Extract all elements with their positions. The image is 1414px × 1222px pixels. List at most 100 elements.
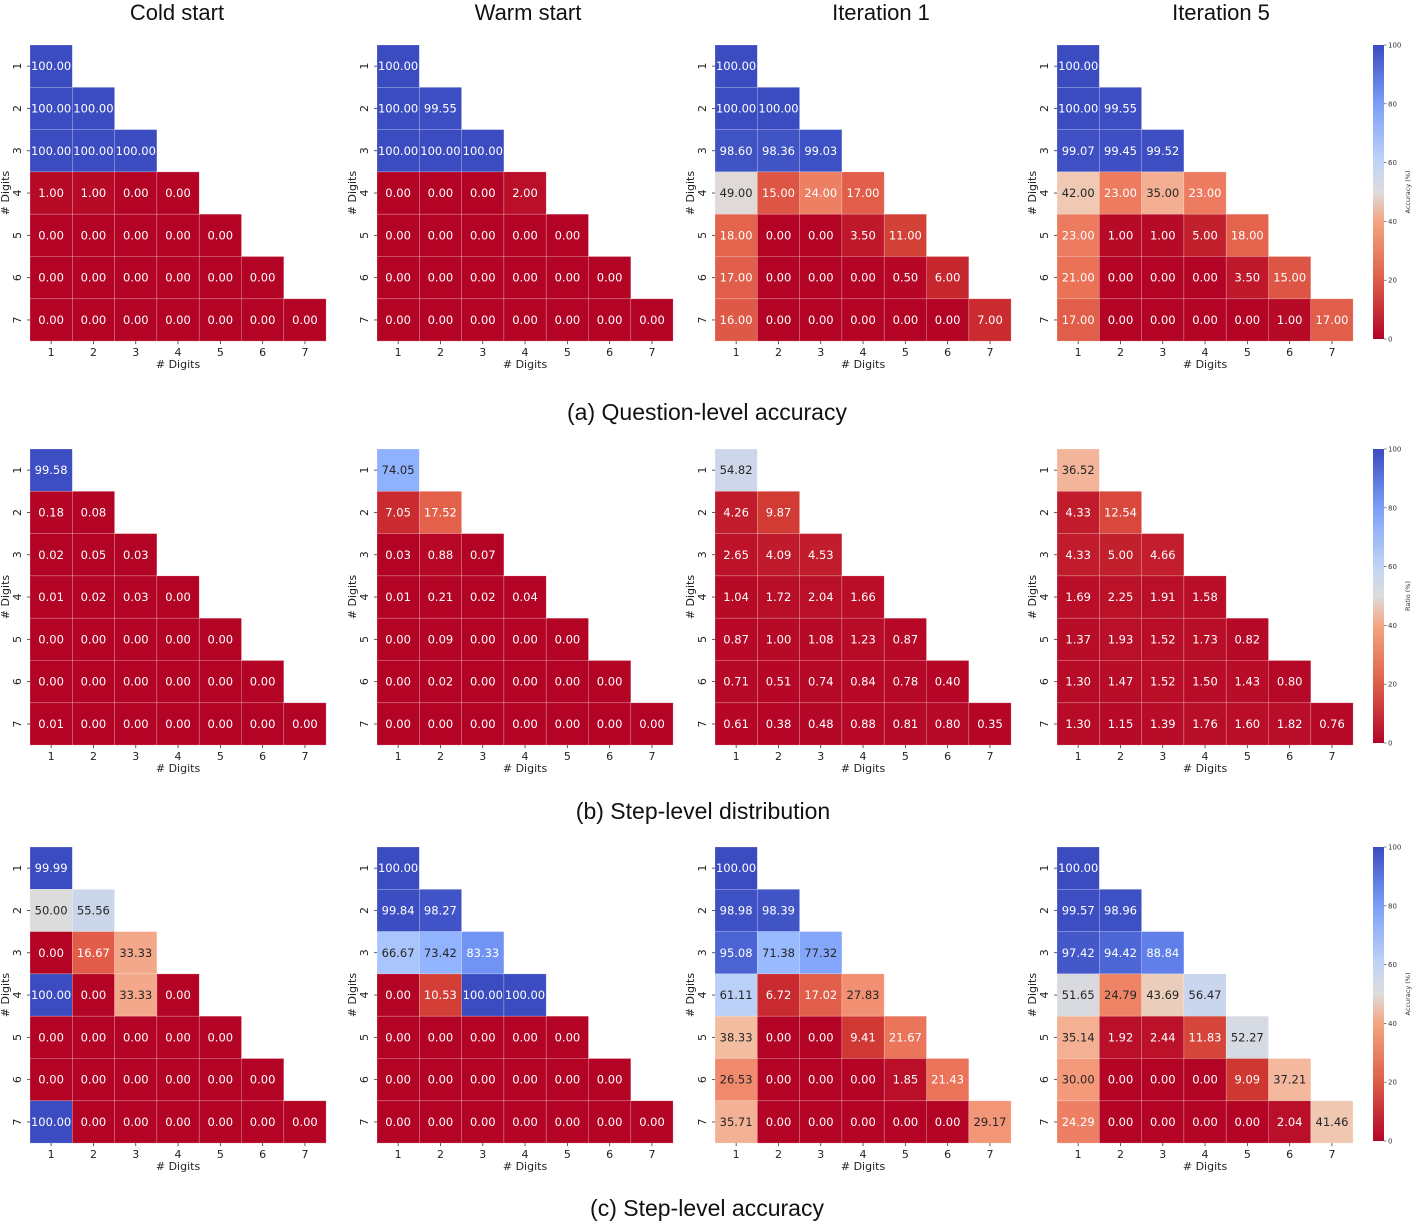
cell-value-label: 100.00 xyxy=(31,1115,71,1129)
heatmap-cell xyxy=(883,256,927,300)
y-axis-label: # Digits xyxy=(684,171,697,216)
heatmap-cell xyxy=(72,87,115,130)
x-tick-label: 7 xyxy=(648,346,655,359)
cell-value-label: 0.00 xyxy=(38,271,64,285)
cell-value-label: 0.00 xyxy=(385,1030,411,1044)
y-tick-label: 4 xyxy=(11,594,24,601)
x-tick-label: 1 xyxy=(395,1148,402,1161)
heatmap-cell xyxy=(588,256,632,300)
cell-value-label: 1.30 xyxy=(1065,717,1091,731)
cell-value-label: 0.00 xyxy=(165,186,191,200)
heatmap-cell xyxy=(29,448,73,492)
cell-value-label: 0.00 xyxy=(555,1115,581,1129)
y-tick-label: 3 xyxy=(11,551,24,558)
cell-value-label: 0.00 xyxy=(808,1115,834,1129)
y-tick-label: 3 xyxy=(696,147,709,154)
cell-value-label: 17.00 xyxy=(847,186,880,200)
cell-value-label: 0.00 xyxy=(512,228,538,242)
cell-value-label: 0.00 xyxy=(38,313,64,327)
y-tick-label: 4 xyxy=(1038,594,1051,601)
colorbar-0: 0 20 40 60 80 100 Accuracy (%) xyxy=(1373,42,1412,344)
cell-value-label: 21.00 xyxy=(1062,271,1095,285)
panel-2-2: 100.00 98.98 98.39 95.08 71.38 77.32 61.11 6.72… xyxy=(684,846,1012,1173)
cell-value-label: 7.00 xyxy=(977,313,1003,327)
y-tick-label: 2 xyxy=(1038,105,1051,112)
heatmap-cell xyxy=(968,702,1012,746)
colorbar-tick-label: 80 xyxy=(1388,504,1397,512)
heatmap-cell xyxy=(1141,256,1185,300)
heatmap-cell xyxy=(588,702,632,746)
colorbar-tick-label: 0 xyxy=(1388,1138,1392,1146)
colorbar-tick-label: 80 xyxy=(1388,100,1397,108)
heatmap-cell xyxy=(1183,171,1227,215)
cell-value-label: 0.00 xyxy=(512,313,538,327)
heatmap-cell xyxy=(799,213,843,257)
heatmap-cell xyxy=(156,575,200,619)
cell-value-label: 6.72 xyxy=(766,988,792,1002)
cell-value-label: 1.39 xyxy=(1150,717,1176,731)
cell-value-label: 94.42 xyxy=(1104,946,1137,960)
y-tick-label: 7 xyxy=(1038,720,1051,727)
cell-value-label: 2.25 xyxy=(1108,590,1134,604)
heatmap-cell xyxy=(376,660,420,704)
cell-value-label: 0.87 xyxy=(723,632,749,646)
cell-value-label: 0.00 xyxy=(81,1115,107,1129)
cell-value-label: 0.00 xyxy=(123,1030,149,1044)
heatmap-cell xyxy=(1225,660,1269,704)
heatmap-cell xyxy=(29,87,73,130)
heatmap-cell xyxy=(198,256,242,300)
heatmap-cell xyxy=(841,171,885,215)
cell-value-label: 0.00 xyxy=(207,675,233,689)
heatmap-cell xyxy=(841,973,885,1017)
y-axis-label: # Digits xyxy=(346,575,359,620)
cell-value-label: 0.00 xyxy=(639,313,665,327)
heatmap-cell xyxy=(799,931,843,975)
heatmap-cell xyxy=(799,1015,843,1059)
x-tick-label: 1 xyxy=(733,750,740,763)
column-title-iteration-5: Iteration 5 xyxy=(1172,0,1270,25)
heatmap-cell xyxy=(418,888,462,932)
cell-value-label: 100.00 xyxy=(716,101,756,115)
heatmap-cell xyxy=(241,1100,285,1144)
cell-value-label: 0.00 xyxy=(1108,271,1134,285)
column-title-iteration-1: Iteration 1 xyxy=(832,0,930,25)
cell-value-label: 11.83 xyxy=(1189,1030,1222,1044)
cell-value-label: 1.00 xyxy=(766,632,792,646)
heatmap-cell xyxy=(799,533,843,577)
cell-value-label: 1.85 xyxy=(893,1073,919,1087)
heatmap-cell xyxy=(29,973,73,1017)
x-tick-label: 6 xyxy=(259,346,266,359)
heatmap-cell xyxy=(461,298,505,342)
cell-value-label: 21.43 xyxy=(931,1073,964,1087)
y-tick-label: 7 xyxy=(696,1118,709,1125)
heatmap-cell xyxy=(29,846,73,890)
x-axis-label: # Digits xyxy=(1183,762,1228,775)
heatmap-cell xyxy=(1141,575,1185,619)
heatmap-cell xyxy=(114,617,158,661)
y-tick-label: 6 xyxy=(696,274,709,281)
heatmap-cell xyxy=(114,256,158,300)
heatmap-cell xyxy=(418,1058,462,1102)
heatmap-cell xyxy=(926,256,970,300)
heatmap-cell xyxy=(376,448,420,492)
heatmap-cell xyxy=(1056,1058,1100,1102)
x-tick-label: 6 xyxy=(1286,346,1293,359)
y-tick-label: 4 xyxy=(358,992,371,999)
heatmap-cell xyxy=(841,213,885,257)
y-axis-label: # Digits xyxy=(346,171,359,216)
heatmap-cell xyxy=(630,1100,674,1144)
heatmap-cell xyxy=(1183,256,1227,300)
cell-value-label: 12.54 xyxy=(1104,506,1137,520)
caption-step-level-accuracy: (c) Step-level accuracy xyxy=(590,1195,824,1221)
cell-value-label: 0.00 xyxy=(385,1073,411,1087)
cell-value-label: 0.84 xyxy=(850,675,876,689)
cell-value-label: 0.05 xyxy=(81,548,107,562)
x-axis-label: # Digits xyxy=(1183,1160,1228,1173)
x-tick-label: 5 xyxy=(217,346,224,359)
heatmap-cell xyxy=(545,1015,589,1059)
heatmap-cell xyxy=(1183,213,1227,257)
heatmap-cell xyxy=(29,931,73,975)
heatmap-cell xyxy=(503,575,547,619)
y-tick-label: 1 xyxy=(696,63,709,70)
colorbar-tick-label: 80 xyxy=(1388,902,1397,910)
